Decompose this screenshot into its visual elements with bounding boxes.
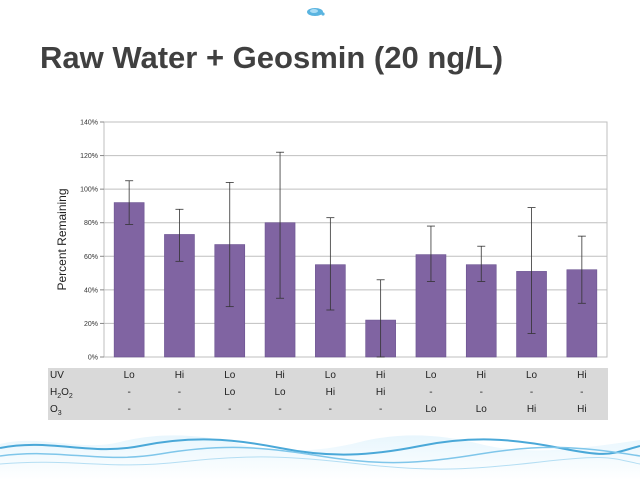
table-cell: Lo (525, 370, 538, 381)
table-cell: Lo (425, 370, 437, 381)
table-cell: - (378, 404, 383, 415)
y-tick-label: 20% (84, 321, 98, 328)
table-cell: Lo (123, 370, 135, 381)
y-tick-label: 60% (84, 254, 98, 261)
table-cell: - (429, 387, 433, 398)
table-cell: Lo (425, 404, 437, 415)
table-cell: Hi (375, 387, 386, 398)
y-tick-label: 140% (80, 120, 98, 127)
row-label-uv: UV (50, 370, 64, 381)
y-tick-label: 0% (88, 355, 98, 362)
table-cell: - (278, 404, 282, 415)
slide-title: Raw Water + Geosmin (20 ng/L) (40, 40, 504, 75)
y-tick-label: 80% (84, 220, 98, 227)
table-row-o3: O3 - - - - - - Lo Lo Hi Hi (48, 402, 608, 419)
water-drop-icon (307, 8, 325, 16)
table-cell: - (328, 404, 333, 415)
table-cell: Lo (475, 404, 487, 415)
table-cell: Lo (324, 370, 336, 381)
table-cell: Lo (224, 387, 236, 398)
table-cell: - (177, 404, 182, 415)
row-label-h2o2: H2O2 (50, 387, 73, 400)
condition-table (48, 368, 608, 420)
water-waves-decoration (0, 435, 640, 480)
table-row-uv: UV Lo Hi Lo Hi Lo Hi Lo Hi Lo Hi (48, 368, 608, 385)
table-cell: Hi (577, 404, 587, 415)
table-cell: Hi (577, 370, 587, 381)
y-tick-label: 120% (80, 153, 98, 160)
table-cell: Hi (174, 370, 185, 381)
table-cell: Hi (476, 370, 486, 381)
bar (113, 202, 145, 358)
y-tick-label: 40% (84, 287, 98, 294)
table-cell: - (529, 387, 534, 398)
table-cell: - (127, 387, 131, 398)
table-row-h2o2: H2O2 - - Lo Lo Hi Hi - - - - (48, 385, 608, 402)
table-cell: Lo (274, 387, 286, 398)
y-axis-title: Percent Remaining (55, 188, 69, 290)
table-cell: Hi (275, 370, 285, 381)
table-cell: Hi (375, 370, 386, 381)
table-cell: - (177, 387, 182, 398)
table-cell: Hi (325, 387, 336, 398)
table-cell: - (127, 404, 131, 415)
table-cell: Lo (224, 370, 236, 381)
table-cell: Hi (526, 404, 537, 415)
table-cell: - (580, 387, 584, 398)
bar-chart: 0% 20% 40% 60% 80% 100% 120% 140% Percent Remain… (55, 120, 608, 362)
row-label-o3: O3 (50, 404, 62, 417)
table-cell: - (228, 404, 232, 415)
table-cell: - (479, 387, 483, 398)
y-tick-label: 100% (80, 187, 98, 194)
